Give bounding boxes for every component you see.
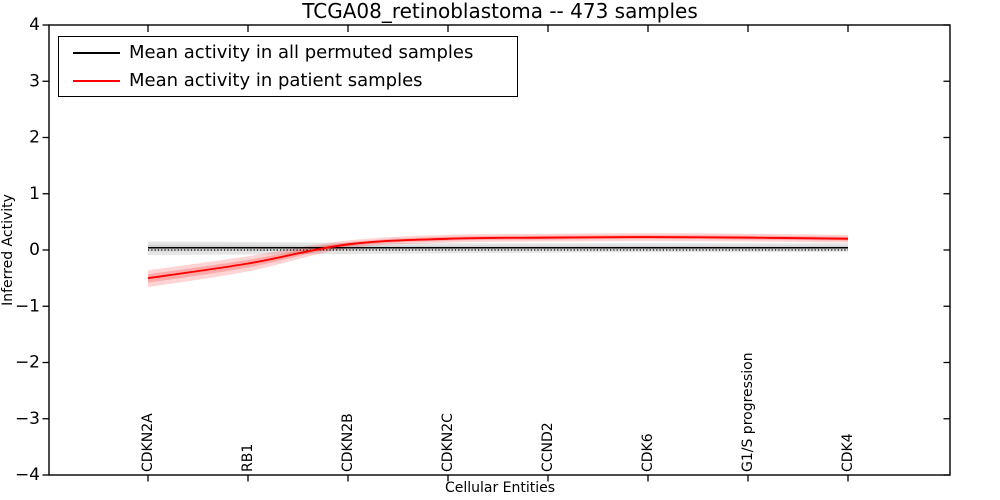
- legend-item-patient: Mean activity in patient samples: [59, 67, 517, 95]
- x-axis-label: Cellular Entities: [444, 480, 556, 496]
- legend-line-permuted-icon: [73, 52, 120, 54]
- legend: Mean activity in all permuted samples Me…: [58, 36, 518, 97]
- y-tick-label: −4: [15, 465, 40, 485]
- x-category-label: G1/S progression: [740, 352, 756, 472]
- patient-band: [148, 233, 848, 288]
- y-axis-label: Inferred Activity: [0, 194, 16, 306]
- patient-mean-line: [147, 236, 849, 280]
- x-category-label: CDK6: [640, 433, 656, 472]
- y-tick-label: −1: [15, 296, 40, 316]
- y-tick-label: 3: [29, 71, 40, 91]
- y-tick-label: 2: [29, 128, 40, 148]
- x-category-label: CCND2: [540, 422, 556, 472]
- y-tick-label: 4: [29, 15, 40, 35]
- legend-label-permuted: Mean activity in all permuted samples: [129, 42, 474, 63]
- y-tick-label: −3: [15, 409, 40, 429]
- y-tick-label: 1: [29, 184, 40, 204]
- y-tick-label: 0: [29, 240, 40, 260]
- chart-title: TCGA08_retinoblastoma -- 473 samples: [302, 0, 698, 23]
- x-category-label: CDKN2A: [140, 413, 156, 472]
- y-tick-label: −2: [15, 353, 40, 373]
- legend-label-patient: Mean activity in patient samples: [129, 70, 423, 91]
- legend-item-permuted: Mean activity in all permuted samples: [59, 39, 517, 67]
- x-category-label: RB1: [240, 444, 256, 472]
- x-category-label: CDKN2B: [340, 413, 356, 472]
- legend-line-patient-icon: [73, 80, 120, 82]
- x-category-label: CDK4: [840, 433, 856, 472]
- x-category-label: CDKN2C: [440, 413, 456, 472]
